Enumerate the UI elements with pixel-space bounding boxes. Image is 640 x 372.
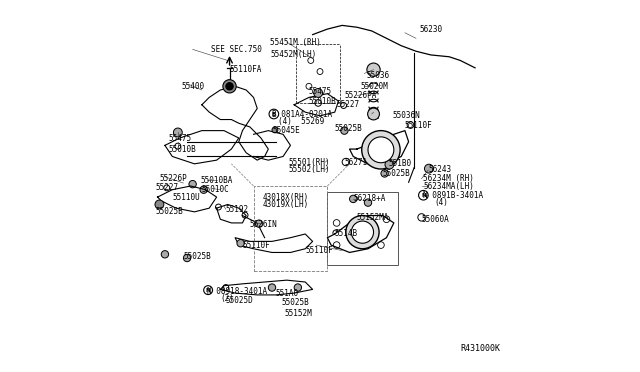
Text: 56218+A: 56218+A bbox=[353, 195, 386, 203]
Circle shape bbox=[381, 170, 388, 177]
Text: 55036: 55036 bbox=[366, 71, 389, 80]
Circle shape bbox=[200, 186, 207, 193]
Text: 55110F: 55110F bbox=[243, 241, 270, 250]
Text: 551B0: 551B0 bbox=[388, 159, 412, 169]
Circle shape bbox=[367, 63, 380, 76]
Text: 55501(RH): 55501(RH) bbox=[289, 157, 330, 167]
Text: 56234MA(LH): 56234MA(LH) bbox=[424, 182, 474, 190]
Text: N: N bbox=[421, 193, 426, 198]
Circle shape bbox=[237, 240, 244, 247]
Text: 56230: 56230 bbox=[420, 25, 443, 33]
Circle shape bbox=[184, 254, 191, 262]
Circle shape bbox=[189, 180, 196, 188]
Text: 56243: 56243 bbox=[429, 165, 452, 174]
Polygon shape bbox=[253, 131, 291, 160]
Bar bbox=[328, 192, 397, 265]
Text: 55152M: 55152M bbox=[285, 309, 313, 318]
Text: 55152MA: 55152MA bbox=[357, 213, 389, 222]
Text: N 08918-3401A: N 08918-3401A bbox=[207, 287, 268, 296]
Polygon shape bbox=[328, 215, 394, 253]
Text: 55010C: 55010C bbox=[202, 185, 230, 194]
Circle shape bbox=[161, 251, 168, 258]
Text: 55020M: 55020M bbox=[360, 82, 388, 91]
Text: 55502(LH): 55502(LH) bbox=[289, 165, 330, 174]
Text: 55025B: 55025B bbox=[184, 251, 211, 261]
Text: 55475: 55475 bbox=[309, 87, 332, 96]
Text: 5626IN: 5626IN bbox=[250, 220, 278, 229]
Circle shape bbox=[314, 89, 323, 97]
Circle shape bbox=[294, 284, 301, 291]
Text: 55025B: 55025B bbox=[281, 298, 309, 307]
Text: 55036N: 55036N bbox=[392, 111, 420, 121]
Circle shape bbox=[364, 199, 372, 206]
Circle shape bbox=[368, 137, 394, 163]
Text: 55025D: 55025D bbox=[226, 296, 253, 305]
Circle shape bbox=[367, 108, 380, 120]
Text: 56271: 56271 bbox=[344, 157, 367, 167]
Text: 56234M (RH): 56234M (RH) bbox=[424, 174, 474, 183]
Text: 5514B: 5514B bbox=[335, 230, 358, 238]
Polygon shape bbox=[165, 131, 239, 164]
Text: SEE SEC.750: SEE SEC.750 bbox=[211, 45, 262, 54]
Text: B: B bbox=[272, 112, 276, 116]
Text: 551A0: 551A0 bbox=[276, 289, 299, 298]
Text: 55226P: 55226P bbox=[159, 174, 187, 183]
Text: (4): (4) bbox=[435, 198, 449, 207]
Text: B 081A4-0201A: B 081A4-0201A bbox=[272, 109, 332, 119]
Text: 55010B: 55010B bbox=[168, 145, 196, 154]
Circle shape bbox=[268, 284, 276, 291]
Text: 55010B: 55010B bbox=[309, 97, 337, 106]
Text: 55110F: 55110F bbox=[405, 121, 433, 129]
Polygon shape bbox=[349, 131, 408, 164]
Circle shape bbox=[272, 127, 278, 133]
Text: 55400: 55400 bbox=[182, 82, 205, 91]
Text: 55227: 55227 bbox=[156, 183, 179, 192]
Text: N: N bbox=[206, 288, 211, 293]
Circle shape bbox=[346, 215, 379, 249]
Text: 55226PA: 55226PA bbox=[344, 91, 376, 100]
Text: 55025B: 55025B bbox=[383, 169, 410, 177]
Text: 55452M(LH): 55452M(LH) bbox=[270, 51, 316, 60]
Text: (4)  55269: (4) 55269 bbox=[278, 117, 324, 126]
Text: 55192: 55192 bbox=[226, 205, 249, 215]
Text: (2): (2) bbox=[220, 294, 234, 303]
Text: 43019X(LH): 43019X(LH) bbox=[263, 200, 309, 209]
Text: N 0891B-3401A: N 0891B-3401A bbox=[424, 191, 483, 200]
Text: 55110F: 55110F bbox=[305, 246, 333, 255]
Text: 55010BA: 55010BA bbox=[200, 176, 232, 185]
Circle shape bbox=[351, 221, 374, 243]
Circle shape bbox=[349, 195, 357, 203]
Text: 55110FA: 55110FA bbox=[230, 65, 262, 74]
Circle shape bbox=[223, 80, 236, 93]
Text: 55025B: 55025B bbox=[156, 207, 184, 217]
Text: 55451M (RH): 55451M (RH) bbox=[270, 38, 321, 46]
Circle shape bbox=[340, 127, 348, 134]
Text: R431000K: R431000K bbox=[460, 344, 500, 353]
Circle shape bbox=[255, 220, 263, 227]
Text: 43018X(RH): 43018X(RH) bbox=[263, 193, 309, 202]
Polygon shape bbox=[294, 94, 339, 116]
Circle shape bbox=[226, 83, 233, 90]
Text: 55025B: 55025B bbox=[335, 124, 362, 133]
Text: 55110U: 55110U bbox=[172, 193, 200, 202]
Circle shape bbox=[362, 131, 400, 169]
Text: 55060A: 55060A bbox=[422, 215, 449, 224]
Text: 55227: 55227 bbox=[337, 100, 360, 109]
Circle shape bbox=[385, 160, 394, 169]
Circle shape bbox=[155, 200, 164, 209]
Circle shape bbox=[173, 128, 182, 137]
Text: 55045E: 55045E bbox=[272, 126, 300, 135]
Text: 55475: 55475 bbox=[168, 134, 192, 142]
Circle shape bbox=[424, 164, 433, 173]
